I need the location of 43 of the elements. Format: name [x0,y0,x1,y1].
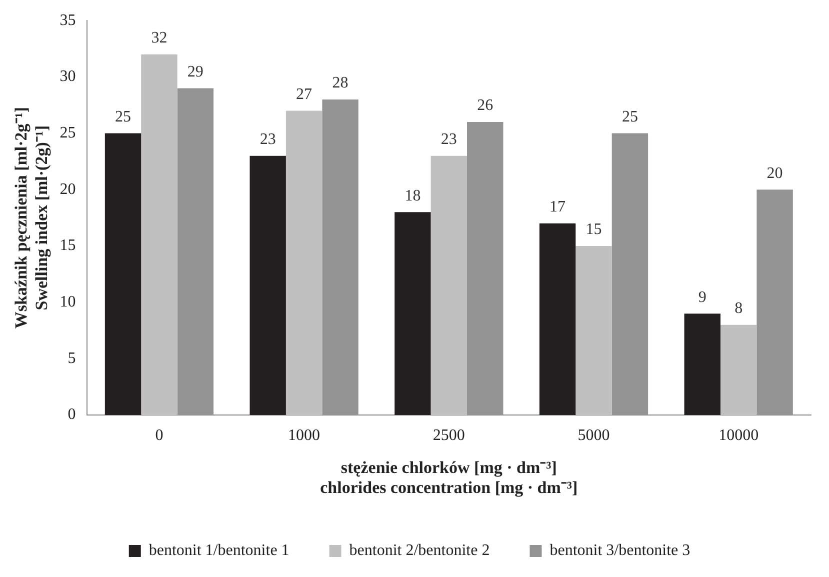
bar [394,212,431,415]
data-label: 15 [586,221,602,238]
data-label: 17 [550,198,566,216]
legend-label: bentonit 2/bentonite 2 [349,542,490,560]
bar [104,133,142,415]
x-tick-label: 2500 [432,426,465,444]
x-tick-label: 0 [155,426,164,444]
y-tick-label: 25 [60,124,76,142]
data-label: 29 [187,63,204,80]
bar [539,223,576,415]
bar [576,246,612,415]
data-label: 23 [440,131,457,148]
bar [430,156,468,415]
x-axis-title: stężenie chlorków [mg · dm⁻³] chlorides concentration [mg · dm⁻³] [320,458,578,498]
y-tick-label: 20 [60,180,76,198]
bar [684,314,720,415]
legend-label: bentonit 1/bentonite 1 [148,542,290,560]
data-label: 25 [622,108,638,126]
y-tick-label: 35 [60,12,76,29]
data-label: 25 [115,108,132,126]
data-label: 23 [260,131,276,148]
data-label: 9 [698,288,706,306]
legend-label: bentonit 3/bentonite 3 [550,542,690,560]
data-label: 28 [332,74,348,92]
x-tick-label: 10000 [718,426,759,444]
y-axis-title: Wskaźnik pęcznienia [ml·2g⁻¹] Swelling index [ml·(2g)⁻¹] [12,106,51,329]
data-label: 32 [151,30,168,47]
data-label: 18 [404,187,421,204]
y-tick-label: 0 [68,406,76,424]
data-label: 20 [766,164,783,182]
x-tick-label: 5000 [578,426,610,444]
y-tick-label: 5 [68,350,76,367]
bar [250,156,286,415]
x-tick-label: 1000 [288,426,320,444]
y-tick-label: 15 [60,237,76,254]
bar [141,54,178,415]
y-tick-label: 30 [60,68,76,86]
bar [720,324,757,415]
data-label: 26 [477,97,494,114]
data-label: 27 [296,86,312,103]
y-tick-label: 10 [60,294,76,311]
bar [286,110,322,415]
data-label: 8 [734,300,743,318]
